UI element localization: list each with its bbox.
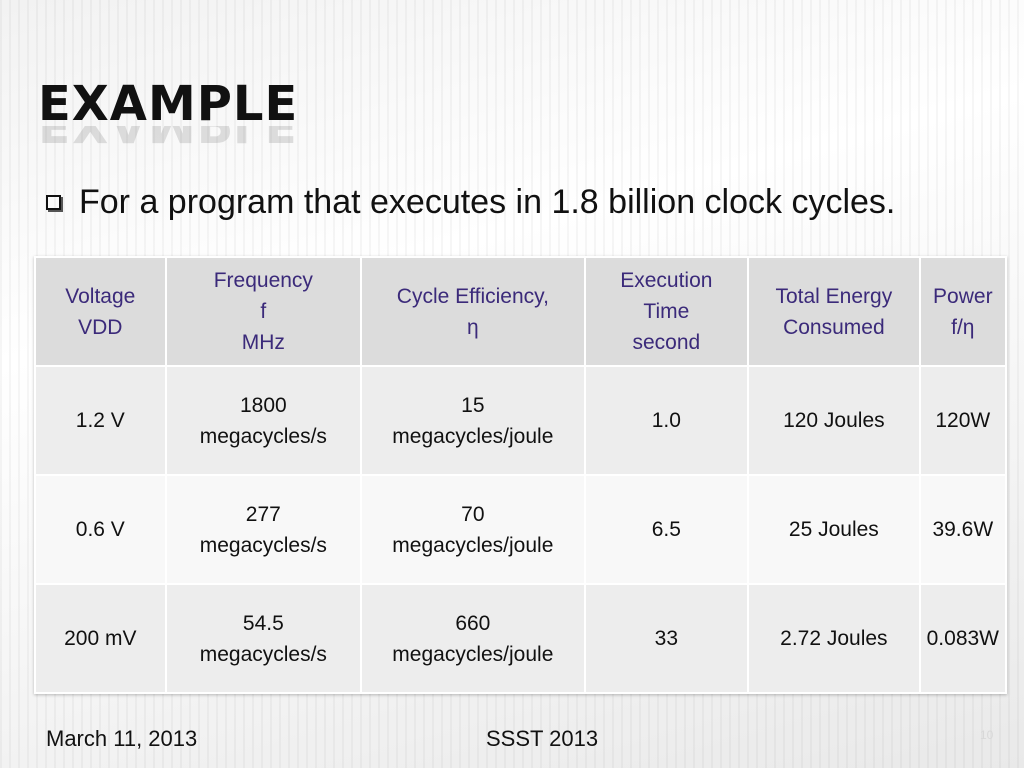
header-line: Execution [620,269,713,292]
square-bullet-icon [46,195,61,210]
cell-line: megacycles/s [199,642,327,666]
header-power: Power f/η [918,256,1008,367]
table-row: 0.6 V 277 megacycles/s 70 megacycles/joule… [34,474,1008,585]
bullet-point: For a program that executes in 1.8 billi… [46,183,895,222]
cell-line: 54.5 [242,611,284,635]
cell-cycle-efficiency: 660 megacycles/joule [360,583,586,694]
cell-line: 1.2 V [75,409,125,432]
cell-line: 1800 [239,393,287,417]
header-line: Cycle Efficiency, [396,284,549,308]
table-header-row: Voltage VDD Frequency f MHz Cycle Effici… [34,256,1008,367]
cell-voltage: 1.2 V [34,365,167,476]
footer-date: March 11, 2013 [46,726,198,751]
header-frequency: Frequency f MHz [164,256,363,367]
header-cycle-efficiency: Cycle Efficiency, η [360,256,586,367]
slide-title-reflection: EXAMPLE [38,126,298,152]
header-voltage: Voltage VDD [34,256,167,367]
cell-power: 120W [918,365,1008,476]
cell-line: 277 [245,502,281,526]
cell-frequency: 277 megacycles/s [164,474,363,585]
cell-power: 39.6W [918,474,1008,585]
header-line: η [467,315,479,339]
cell-line: 6.5 [651,518,681,541]
data-table: Voltage VDD Frequency f MHz Cycle Effici… [34,256,1008,694]
cell-line: megacycles/s [199,533,327,557]
cell-execution-time: 6.5 [583,474,750,585]
slide-title: EXAMPLE [38,76,299,132]
table-row: 200 mV 54.5 megacycles/s 660 megacycles/jo… [34,583,1008,694]
cell-line: 660 [455,611,491,635]
cell-line: 2.72 Joules [780,627,888,650]
cell-frequency: 1800 megacycles/s [164,365,363,476]
cell-line: 70 [461,502,485,526]
bullet-text: For a program that executes in 1.8 billi… [79,183,896,221]
cell-line: megacycles/s [199,424,327,448]
header-line: VDD [78,315,123,339]
cell-execution-time: 1.0 [583,365,750,476]
cell-cycle-efficiency: 70 megacycles/joule [360,474,586,585]
cell-voltage: 0.6 V [34,474,167,585]
cell-line: 39.6W [932,518,994,541]
cell-total-energy: 120 Joules [747,365,921,476]
header-line: Voltage [65,284,136,308]
cell-line: 120W [935,409,991,432]
header-line: Frequency [213,269,313,292]
footer-conference: SSST 2013 [486,726,599,751]
cell-line: megacycles/joule [392,424,554,448]
header-line: Consumed [783,315,885,339]
header-line: Time [643,300,690,323]
cell-line: 0.083W [926,627,999,650]
cell-voltage: 200 mV [34,583,167,694]
cell-line: 0.6 V [75,518,125,541]
header-line: Total Energy [775,284,893,308]
footer-page-number: 10 [980,728,994,742]
cell-execution-time: 33 [583,583,750,694]
header-line: f/η [951,315,975,339]
cell-line: 15 [461,393,485,417]
cell-total-energy: 25 Joules [747,474,921,585]
cell-line: 1.0 [651,409,681,432]
cell-cycle-efficiency: 15 megacycles/joule [360,365,586,476]
cell-line: 200 mV [64,627,137,650]
header-total-energy: Total Energy Consumed [747,256,921,367]
header-line: Power [933,284,993,308]
header-line: MHz [241,331,285,354]
cell-line: megacycles/joule [392,533,554,557]
cell-line: 33 [654,627,679,650]
cell-line: 120 Joules [783,409,885,432]
header-line: f [260,300,267,323]
header-execution-time: Execution Time second [583,256,750,367]
cell-line: megacycles/joule [392,642,554,666]
cell-frequency: 54.5 megacycles/s [164,583,363,694]
cell-power: 0.083W [918,583,1008,694]
cell-line: 25 Joules [788,518,879,541]
header-line: second [632,331,701,354]
cell-total-energy: 2.72 Joules [747,583,921,694]
table-row: 1.2 V 1800 megacycles/s 15 megacycles/joul… [34,365,1008,476]
